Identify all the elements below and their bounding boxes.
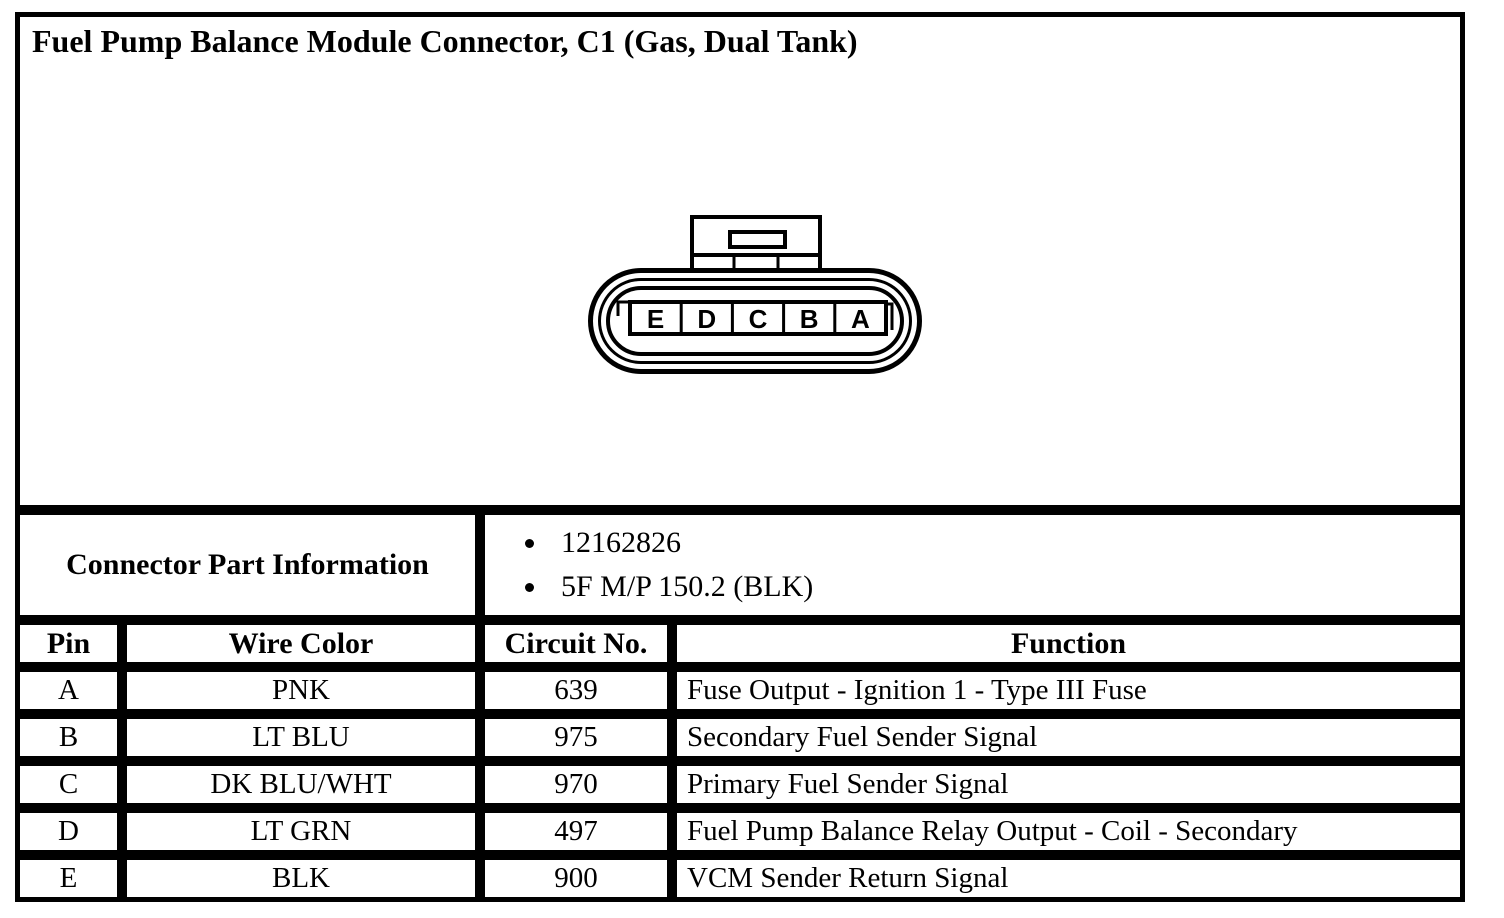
title-diagram-cell: Fuel Pump Balance Module Connector, C1 (… [15, 12, 1466, 510]
page-title: Fuel Pump Balance Module Connector, C1 (… [32, 23, 858, 59]
bullet-icon [525, 582, 534, 592]
pin-table-header-row: Pin Wire Color Circuit No. Function [15, 620, 1466, 667]
wire-cell: BLK [122, 855, 480, 902]
table-row: C DK BLU/WHT 970 Primary Fuel Sender Sig… [15, 761, 1466, 808]
connector-info-table: Fuel Pump Balance Module Connector, C1 (… [15, 12, 1466, 902]
wire-cell: DK BLU/WHT [122, 761, 480, 808]
pin-cell: A [15, 667, 122, 714]
manual-page: Fuel Pump Balance Module Connector, C1 (… [15, 12, 1466, 902]
part-description: 5F M/P 150.2 (BLK) [561, 570, 814, 603]
connector-latch-tab [690, 215, 822, 274]
pin-label-a: A [851, 304, 870, 334]
pin-cell: E [15, 855, 122, 902]
circuit-cell: 497 [480, 808, 672, 855]
pin-cell: D [15, 808, 122, 855]
function-cell: VCM Sender Return Signal [672, 855, 1466, 902]
pin-label-c: C [749, 304, 768, 334]
part-info-items: 12162826 5F M/P 150.2 (BLK) [480, 510, 1466, 620]
part-info-item: 5F M/P 150.2 (BLK) [525, 569, 1460, 605]
column-header-function: Function [672, 620, 1466, 667]
table-row: B LT BLU 975 Secondary Fuel Sender Signa… [15, 714, 1466, 761]
part-number: 12162826 [561, 526, 681, 559]
bullet-icon [525, 538, 534, 548]
circuit-cell: 639 [480, 667, 672, 714]
wire-cell: LT BLU [122, 714, 480, 761]
circuit-cell: 970 [480, 761, 672, 808]
circuit-cell: 975 [480, 714, 672, 761]
column-header-circuit: Circuit No. [480, 620, 672, 667]
connector-diagram: E D C B A [588, 215, 922, 374]
wire-cell: PNK [122, 667, 480, 714]
pin-label-e: E [647, 304, 664, 334]
circuit-cell: 900 [480, 855, 672, 902]
part-info-item: 12162826 [525, 525, 1460, 561]
part-info-label: Connector Part Information [15, 510, 480, 620]
pin-cell: C [15, 761, 122, 808]
function-cell: Secondary Fuel Sender Signal [672, 714, 1466, 761]
connector-pin-row: E D C B A [628, 300, 888, 336]
pin-label-d: D [697, 304, 716, 334]
pin-cell: B [15, 714, 122, 761]
table-row: A PNK 639 Fuse Output - Ignition 1 - Typ… [15, 667, 1466, 714]
part-info-row: Connector Part Information 12162826 5F M… [15, 510, 1466, 620]
column-header-wire: Wire Color [122, 620, 480, 667]
title-row: Fuel Pump Balance Module Connector, C1 (… [15, 12, 1466, 510]
wire-cell: LT GRN [122, 808, 480, 855]
function-cell: Primary Fuel Sender Signal [672, 761, 1466, 808]
column-header-pin: Pin [15, 620, 122, 667]
function-cell: Fuel Pump Balance Relay Output - Coil - … [672, 808, 1466, 855]
function-cell: Fuse Output - Ignition 1 - Type III Fuse [672, 667, 1466, 714]
pin-label-b: B [800, 304, 819, 334]
table-row: D LT GRN 497 Fuel Pump Balance Relay Out… [15, 808, 1466, 855]
table-row: E BLK 900 VCM Sender Return Signal [15, 855, 1466, 902]
